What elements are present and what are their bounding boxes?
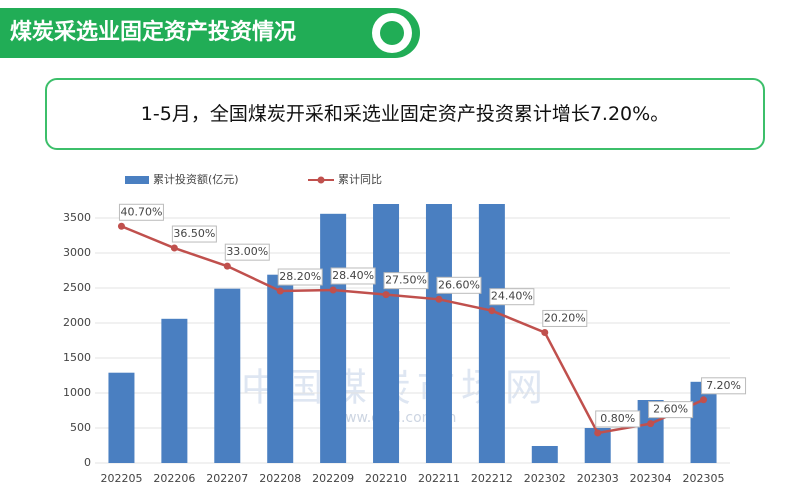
y-tick-label: 3500 [63,211,91,224]
legend-label: 累计同比 [338,173,382,186]
y-tick-label: 2000 [63,316,91,329]
data-label-box [701,377,747,395]
data-label-box [118,203,164,221]
line-point [435,295,443,303]
legend-swatch [125,176,149,184]
data-label-box [224,243,270,261]
bar [161,318,188,463]
data-label-box [489,288,535,306]
x-tick-label: 202206 [153,472,195,485]
data-label-box [595,410,641,428]
data-label: 28.20% [279,270,321,283]
x-tick-label: 202305 [683,472,725,485]
data-label: 7.20% [706,379,741,392]
data-label: 36.50% [173,227,215,240]
x-tick-label: 202207 [206,472,248,485]
line-point [541,328,549,336]
banner-icon [372,13,412,53]
line-point [700,396,708,404]
bar [531,445,558,463]
line-point [647,420,655,428]
x-tick-label: 202210 [365,472,407,485]
line-point [117,222,125,230]
bar [214,288,241,463]
x-tick-label: 202302 [524,472,566,485]
x-tick-label: 202211 [418,472,460,485]
legend-label: 累计投资额(亿元) [153,172,239,186]
y-tick-label: 1500 [63,351,91,364]
data-label-box [648,401,694,419]
note-box: 1-5月，全国煤炭开采和采选业固定资产投资累计增长7.20%。 [45,78,765,150]
data-label: 0.80% [600,412,635,425]
data-label: 26.60% [438,278,480,291]
data-label: 20.20% [544,311,586,324]
x-tick-label: 202205 [100,472,142,485]
bar [267,274,294,463]
data-label: 27.50% [385,274,427,287]
y-tick-label: 1000 [63,386,91,399]
line [120,225,705,435]
data-label: 33.00% [226,245,268,258]
bar [478,204,505,463]
data-label-box [542,309,588,327]
bar [425,204,452,463]
data-label-box [330,267,376,285]
x-tick-label: 202209 [312,472,354,485]
x-tick-label: 202303 [577,472,619,485]
y-tick-label: 0 [84,456,91,469]
line-point [382,291,390,299]
x-tick-label: 202304 [630,472,672,485]
note-text: 1-5月，全国煤炭开采和采选业固定资产投资累计增长7.20%。 [140,103,670,125]
line-point [276,287,284,295]
bar [320,213,347,463]
data-label-box [171,225,217,243]
banner-title: 煤炭采选业固定资产投资情况 [10,20,297,45]
line-point [488,307,496,315]
data-label-box [436,276,482,294]
data-label: 28.40% [332,269,374,282]
banner: 煤炭采选业固定资产投资情况 [0,8,420,58]
bar [373,204,400,463]
x-tick-label: 202212 [471,472,513,485]
data-label: 40.70% [120,205,162,218]
data-label-box [277,268,323,286]
bar [690,381,717,463]
data-label: 2.60% [653,403,688,416]
data-label: 24.40% [491,290,533,303]
line-point [594,429,602,437]
bar [108,372,135,463]
y-tick-label: 2500 [63,281,91,294]
line-point [223,262,231,270]
y-tick-label: 3000 [63,246,91,259]
line-point [329,286,337,294]
x-tick-label: 202208 [259,472,301,485]
data-label-box [383,272,429,290]
y-tick-label: 500 [70,421,91,434]
legend-swatch [317,176,325,184]
line-point [170,244,178,252]
